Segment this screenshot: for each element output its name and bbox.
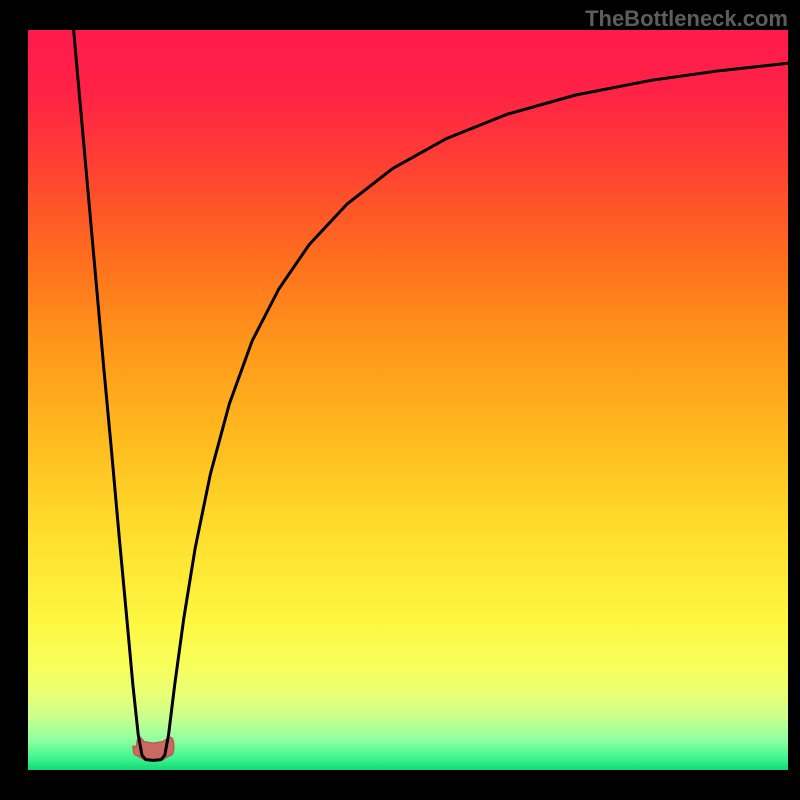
watermark-text: TheBottleneck.com: [585, 6, 788, 32]
plot-background: [28, 30, 788, 770]
chart-container: TheBottleneck.com: [0, 0, 800, 800]
bottleneck-chart: [0, 0, 800, 800]
